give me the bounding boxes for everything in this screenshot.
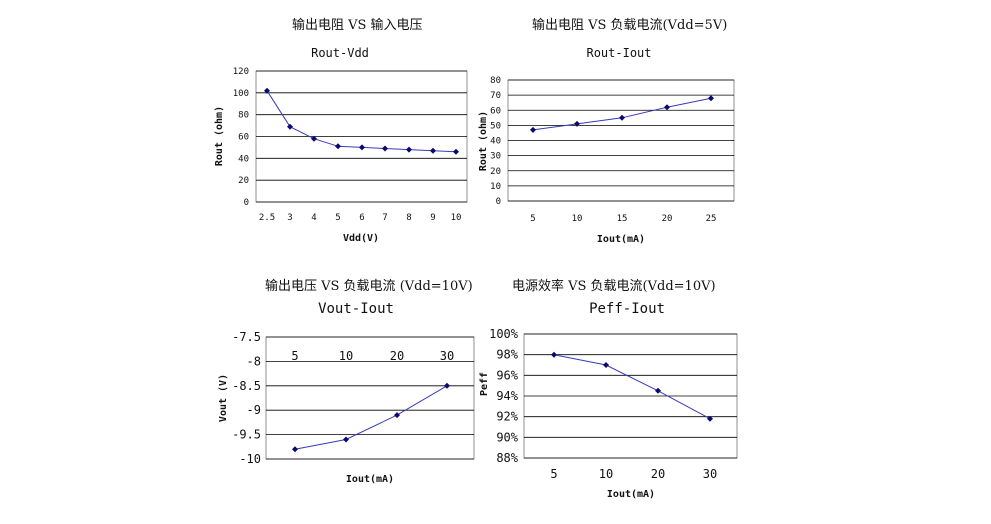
x-tick-label: 25 (706, 214, 717, 224)
y-tick-label: 90% (496, 430, 518, 444)
x-tick-label: 5 (335, 213, 340, 223)
chart-title: Vout-Iout (318, 301, 394, 317)
data-point (444, 382, 450, 389)
x-tick-label: 15 (617, 214, 628, 224)
data-point (574, 120, 580, 127)
x-axis-label: Vdd(V) (343, 233, 379, 244)
chart-title: Peff-Iout (589, 301, 665, 317)
caption-rout-vs-vdd: 输出电阻 VS 输入电压 (292, 18, 423, 33)
y-tick-label: -7.5 (232, 330, 261, 344)
data-point (264, 87, 270, 94)
x-tick-label: 30 (703, 467, 717, 481)
caption-peff-vs-iout: 电源效率 VS 负载电流(Vdd=10V) (512, 279, 716, 294)
y-tick-label: 120 (233, 67, 249, 77)
data-point (551, 351, 557, 358)
data-point (655, 387, 661, 394)
chart-vout-iout: Vout-Iout Iout(mA) Vout (V) -10 -9.5 -9 -8.… (218, 301, 475, 485)
data-point (292, 446, 298, 453)
data-point (430, 147, 436, 154)
y-tick-label: 20 (238, 176, 249, 186)
y-tick-label: 0 (244, 198, 249, 208)
chart-rout-vdd: Rout-Vdd Vdd(V) Rout (ohm) 0 20 40 60 80 100 1… (214, 46, 468, 244)
y-tick-label: 10 (490, 182, 501, 192)
x-tick-label: 3 (287, 213, 292, 223)
y-tick-label: 40 (490, 137, 501, 147)
data-point (708, 95, 714, 102)
x-tick-label: 9 (430, 213, 435, 223)
x-tick-label: 20 (651, 467, 665, 481)
data-point (382, 145, 388, 152)
y-tick-label: 30 (490, 152, 501, 162)
y-tick-label: 0 (496, 197, 501, 207)
data-point (707, 415, 713, 422)
x-tick-label: 10 (599, 467, 613, 481)
chart-title: Rout-Iout (586, 46, 651, 60)
data-point (619, 114, 625, 121)
x-axis-label: Iout(mA) (607, 489, 655, 500)
data-point (343, 436, 349, 443)
x-tick-label: 30 (440, 349, 454, 363)
caption-rout-vs-iout: 输出电阻 VS 负载电流(Vdd=5V) (532, 18, 728, 33)
y-axis-label: Rout (ohm) (214, 106, 225, 166)
x-tick-label: 10 (451, 213, 462, 223)
data-point (530, 126, 536, 133)
y-axis-label: Rout (ohm) (478, 111, 489, 171)
x-tick-label: 6 (359, 213, 364, 223)
x-tick-label: 5 (291, 349, 298, 363)
y-tick-label: -8.5 (232, 379, 261, 393)
series-line (553, 354, 711, 420)
y-tick-label: -8 (247, 354, 261, 368)
y-tick-label: 60 (238, 133, 249, 143)
y-tick-label: -10 (239, 452, 261, 466)
y-tick-label: 50 (490, 121, 501, 131)
y-tick-label: 70 (490, 91, 501, 101)
y-tick-label: 40 (238, 154, 249, 164)
x-tick-label: 10 (572, 214, 583, 224)
y-axis-label: Vout (V) (218, 374, 229, 422)
chart-title: Rout-Vdd (311, 46, 369, 60)
chart-peff-iout: Peff-Iout Iout(mA) Peff 88% 90% 92% 94% 96% 9… (479, 301, 738, 500)
x-tick-label: 8 (406, 213, 411, 223)
data-point (335, 143, 341, 150)
x-tick-label: 20 (662, 214, 673, 224)
data-point (664, 104, 670, 111)
y-tick-label: 96% (496, 368, 518, 382)
x-axis-label: Iout(mA) (597, 234, 645, 245)
y-tick-label: 100 (233, 89, 249, 99)
y-tick-label: 94% (496, 389, 518, 403)
x-axis-label: Iout(mA) (346, 474, 394, 485)
x-tick-label: 2.5 (259, 213, 275, 223)
x-tick-label: 5 (530, 214, 535, 224)
y-tick-label: 100% (489, 327, 519, 341)
y-tick-label: 92% (496, 410, 518, 424)
x-tick-label: 4 (311, 213, 316, 223)
y-tick-label: 80 (490, 76, 501, 86)
y-tick-label: -9.5 (232, 428, 261, 442)
y-tick-label: 20 (490, 167, 501, 177)
x-tick-label: 10 (339, 349, 353, 363)
data-point (603, 362, 609, 368)
data-point (311, 135, 317, 142)
caption-vout-vs-iout: 输出电压 VS 负载电流 (Vdd=10V) (265, 279, 473, 294)
data-point (394, 412, 400, 419)
y-tick-label: -9 (247, 403, 261, 417)
x-tick-label: 5 (550, 467, 557, 481)
y-tick-label: 80 (238, 111, 249, 121)
data-point (453, 148, 459, 155)
chart-rout-iout: Rout-Iout Iout(mA) Rout (ohm) 0 10 20 30 40 5… (478, 46, 735, 245)
series-line (294, 385, 448, 450)
y-tick-label: 88% (496, 451, 518, 465)
y-tick-label: 98% (496, 348, 518, 362)
series-line (266, 90, 457, 153)
y-axis-label: Peff (479, 372, 490, 396)
data-point (359, 144, 365, 151)
data-point (406, 146, 412, 153)
y-tick-label: 60 (490, 106, 501, 116)
data-point (287, 123, 293, 130)
x-tick-label: 7 (382, 213, 387, 223)
x-tick-label: 20 (390, 349, 404, 363)
